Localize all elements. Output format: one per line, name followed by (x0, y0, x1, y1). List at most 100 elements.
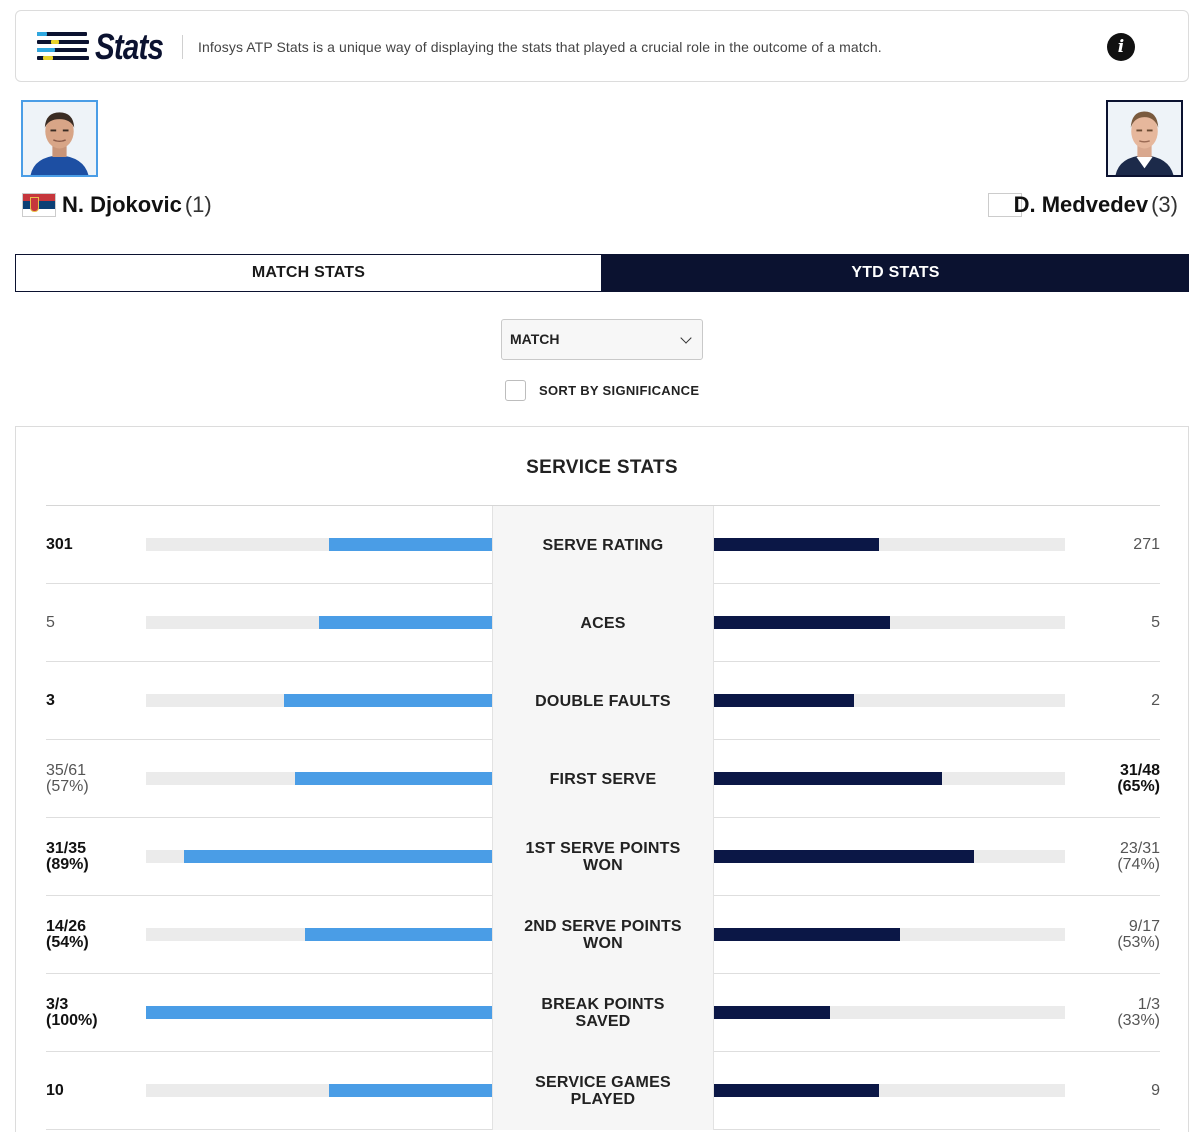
stat-value-main: 31/35 (46, 840, 87, 857)
player1-stat-bar (305, 928, 492, 941)
player1-name[interactable]: N. Djokovic (1) (62, 192, 212, 218)
player1-stat-value: 3 (46, 662, 55, 740)
player1-stat-value: 35/61 (57%) (46, 740, 89, 818)
player2-stat-bar (714, 694, 855, 707)
stats-tabs: MATCH STATS YTD STATS (15, 254, 1189, 292)
logo-wordmark: Stats (95, 26, 164, 67)
player2-stat-bar-track (714, 1006, 1065, 1019)
player2-stat-bar-track (714, 616, 1065, 629)
stat-value-main: 10 (46, 1082, 64, 1099)
chevron-down-icon (680, 332, 692, 344)
player1-avatar-icon (23, 102, 96, 175)
sort-label: SORT BY SIGNIFICANCE (539, 383, 700, 398)
stat-label: FIRST SERVE (492, 740, 714, 818)
player1-name-text: N. Djokovic (62, 192, 182, 217)
player2-stat-bar-track (714, 694, 1065, 707)
player2-stat-bar (714, 616, 890, 629)
stat-value-main: 9/17 (1128, 918, 1160, 935)
stat-value-main: 5 (1151, 614, 1160, 631)
tab-ytd-stats[interactable]: YTD STATS (602, 254, 1189, 292)
player1-stat-value: 10 (46, 1052, 64, 1130)
player2-avatar-icon (1108, 102, 1181, 175)
stat-value-main: 2 (1151, 692, 1160, 709)
player2-stat-value: 271 (1133, 506, 1160, 584)
info-icon[interactable]: i (1107, 33, 1135, 61)
player1-stat-bar (294, 772, 492, 785)
infosys-stats-logo: Stats (37, 26, 178, 67)
stat-value-main: 14/26 (46, 918, 87, 935)
banner-divider (182, 35, 183, 59)
player1-stat-bar (319, 616, 492, 629)
player1-stat-bar-track (146, 616, 492, 629)
stat-label: ACES (492, 584, 714, 662)
stat-value-percent: (89%) (46, 856, 89, 873)
stat-value-main: 3/3 (46, 996, 69, 1013)
stat-label: DOUBLE FAULTS (492, 662, 714, 740)
player2-name[interactable]: D. Medvedev (3) (1014, 192, 1178, 218)
player1-stat-bar-track (146, 850, 492, 863)
stat-row: 301 SERVE RATING 271 (46, 506, 1160, 584)
stat-value-percent: (74%) (1117, 856, 1160, 873)
stat-label: 1ST SERVE POINTS WON (492, 818, 714, 896)
player1-stat-value: 5 (46, 584, 55, 662)
stat-label: BREAK POINTS SAVED (492, 974, 714, 1052)
stat-value-main: 35/61 (46, 762, 87, 779)
stat-row: 5 ACES 5 (46, 584, 1160, 662)
player1-stat-value: 31/35 (89%) (46, 818, 89, 896)
player2-stat-value: 9/17 (53%) (1117, 896, 1160, 974)
service-stats-panel: SERVICE STATS 301 SERVE RATING 271 5 ACES 5 3 D… (15, 426, 1189, 1132)
stat-row: 14/26 (54%) 2ND SERVE POINTS WON 9/17 (53%) (46, 896, 1160, 974)
player2-stat-bar-track (714, 928, 1065, 941)
player2-stat-bar (714, 538, 879, 551)
sort-checkbox[interactable] (505, 380, 526, 401)
banner-description: Infosys ATP Stats is a unique way of dis… (198, 39, 882, 55)
player1-stat-bar-track (146, 928, 492, 941)
player1-stat-bar (284, 694, 492, 707)
player2-stat-bar (714, 1084, 879, 1097)
stat-value-main: 23/31 (1119, 840, 1160, 857)
player1-stat-bar-track (146, 772, 492, 785)
set-filter-select[interactable]: MATCH (501, 319, 703, 360)
section-divider (46, 505, 1160, 506)
stat-value-percent: (57%) (46, 778, 89, 795)
stat-value-main: 1/3 (1137, 996, 1160, 1013)
player1-stat-bar-track (146, 538, 492, 551)
player2-flag-icon (988, 193, 1022, 217)
stat-value-percent: (100%) (46, 1012, 98, 1029)
stat-row: 31/35 (89%) 1ST SERVE POINTS WON 23/31 (74%) (46, 818, 1160, 896)
section-title: SERVICE STATS (526, 457, 678, 478)
player2-stat-value: 2 (1151, 662, 1160, 740)
player1-photo[interactable] (21, 100, 98, 177)
stat-row: 10 SERVICE GAMES PLAYED 9 (46, 1052, 1160, 1130)
stat-label: SERVICE GAMES PLAYED (492, 1052, 714, 1130)
stat-row: 3 DOUBLE FAULTS 2 (46, 662, 1160, 740)
serbia-flag-icon (22, 193, 56, 217)
player1-stat-value: 3/3 (100%) (46, 974, 98, 1052)
stat-value-main: 9 (1151, 1082, 1160, 1099)
player2-seed: (3) (1151, 192, 1178, 217)
player1-stat-bar-track (146, 1006, 492, 1019)
player2-stat-bar-track (714, 772, 1065, 785)
set-filter-value: MATCH (510, 331, 560, 347)
player1-stat-value: 14/26 (54%) (46, 896, 89, 974)
stat-value-percent: (54%) (46, 934, 89, 951)
player2-stat-bar-track (714, 1084, 1065, 1097)
player2-stat-value: 23/31 (74%) (1117, 818, 1160, 896)
player1-stat-bar-track (146, 694, 492, 707)
tab-match-stats[interactable]: MATCH STATS (15, 254, 602, 292)
stat-value-main: 31/48 (1119, 762, 1160, 779)
stat-value-main: 271 (1133, 536, 1160, 553)
stat-label: SERVE RATING (492, 506, 714, 584)
player1-seed: (1) (184, 192, 212, 217)
stat-value-percent: (33%) (1117, 1012, 1160, 1029)
stat-value-main: 5 (46, 614, 55, 631)
player2-stat-value: 5 (1151, 584, 1160, 662)
player2-photo[interactable] (1106, 100, 1183, 177)
player2-stat-bar (714, 772, 943, 785)
player2-stat-value: 31/48 (65%) (1117, 740, 1160, 818)
player2-stat-bar-track (714, 538, 1065, 551)
stat-row: 35/61 (57%) FIRST SERVE 31/48 (65%) (46, 740, 1160, 818)
stat-row: 3/3 (100%) BREAK POINTS SAVED 1/3 (33%) (46, 974, 1160, 1052)
stat-label: 2ND SERVE POINTS WON (492, 896, 714, 974)
stats-rows: 301 SERVE RATING 271 5 ACES 5 3 DOUBLE FAULTS 2 3… (46, 506, 1160, 1130)
